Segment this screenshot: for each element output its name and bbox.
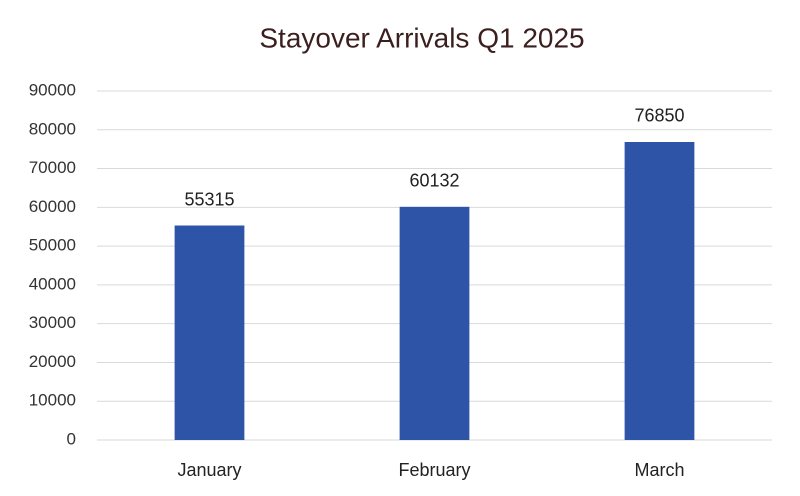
- y-tick-label: 30000: [29, 313, 76, 332]
- x-tick-label: March: [634, 460, 684, 480]
- data-label: 55315: [184, 189, 234, 209]
- x-tick-label: February: [398, 460, 470, 480]
- y-tick-label: 70000: [29, 158, 76, 177]
- data-label: 60132: [409, 171, 459, 191]
- chart-title: Stayover Arrivals Q1 2025: [259, 22, 584, 53]
- y-tick-label: 60000: [29, 197, 76, 216]
- y-tick-label: 50000: [29, 236, 76, 255]
- data-label: 76850: [634, 106, 684, 126]
- bar: [624, 141, 695, 440]
- y-tick-label: 20000: [29, 352, 76, 371]
- bar: [174, 225, 245, 440]
- bar: [399, 206, 470, 440]
- y-tick-label: 80000: [29, 119, 76, 138]
- y-tick-label: 0: [67, 429, 76, 448]
- y-tick-label: 90000: [29, 80, 76, 99]
- y-tick-label: 40000: [29, 274, 76, 293]
- x-tick-label: January: [177, 460, 241, 480]
- y-tick-label: 10000: [29, 391, 76, 410]
